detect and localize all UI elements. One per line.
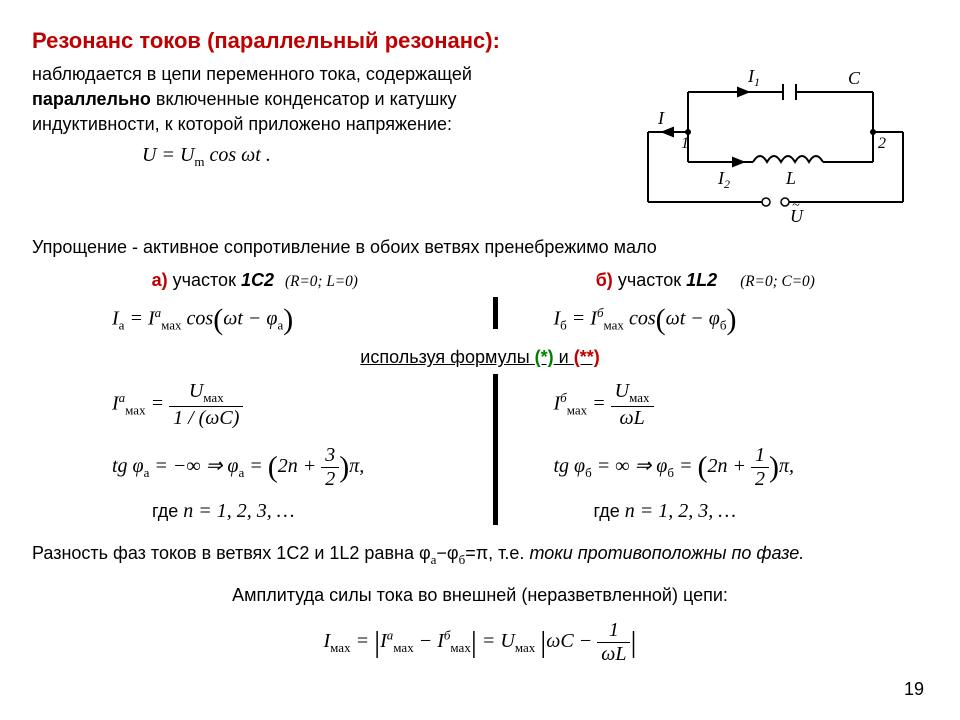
intro-line1: наблюдается в цепи переменного тока, сод…	[32, 62, 618, 87]
eq-tg-a: tg φа = −∞ ⇒ φа = (2n + 32)π,	[112, 444, 475, 491]
svg-text:I1: I1	[747, 66, 760, 89]
page-title: Резонанс токов (параллельный резонанс):	[32, 28, 928, 54]
circuit-I-label: I	[657, 108, 665, 128]
case-a-cond: (R=0; L=0)	[285, 273, 358, 290]
eq-Ia: Iа = Iамах cos(ωt − φа)	[32, 303, 487, 337]
eq-Ib: Iб = Iбмах cos(ωt − φб)	[504, 303, 929, 337]
circuit-L-label: L	[785, 168, 796, 188]
eq-tg-b: tg φб = ∞ ⇒ φб = (2n + 12)π,	[554, 444, 917, 491]
circuit-diagram: I I1 C I2 L 1 2 U ~	[618, 62, 928, 237]
formula-ref: используя формулы (*) и (**)	[32, 347, 928, 368]
svg-text:2: 2	[878, 135, 886, 152]
case-a-text: участок	[173, 270, 241, 290]
eq-Imax-b: Iбмах = UмахωL	[554, 380, 917, 430]
eq-Imax-a: Iамах = Uмах1 / (ωC)	[112, 380, 475, 430]
case-a-label: а)	[152, 270, 168, 290]
voltage-eq: U = Um cos ωt .	[142, 144, 618, 170]
amp-text: Амплитуда силы тока во внешней (неразвет…	[32, 583, 928, 608]
svg-text:~: ~	[792, 198, 800, 213]
eq-final: Iмах = |Iамах − Iбмах| = Uмах |ωC − 1ωL|	[32, 619, 928, 666]
case-b-text: участок	[618, 270, 686, 290]
intro-line2: параллельно включенные конденсатор и кат…	[32, 87, 618, 112]
simplify-text: Упрощение - активное сопротивление в обо…	[32, 235, 928, 260]
intro-line3: индуктивности, к которой приложено напря…	[32, 112, 618, 137]
where-a: где n = 1, 2, 3, …	[152, 497, 475, 525]
circuit-C-label: C	[848, 68, 861, 88]
case-b-section: 1L2	[686, 270, 717, 290]
case-a-section: 1С2	[241, 270, 274, 290]
page-number: 19	[904, 679, 924, 700]
intro-line2-rest: включенные конденсатор и катушку	[151, 89, 457, 109]
case-b-cond: (R=0; С=0)	[740, 273, 815, 290]
svg-text:1: 1	[681, 135, 689, 152]
svg-text:I2: I2	[717, 168, 730, 191]
intro-parallel: параллельно	[32, 89, 151, 109]
where-b: где n = 1, 2, 3, …	[594, 497, 917, 525]
phase-diff: Разность фаз токов в ветвях 1С2 и 1L2 ра…	[32, 539, 928, 569]
case-b-label: б)	[596, 270, 613, 290]
